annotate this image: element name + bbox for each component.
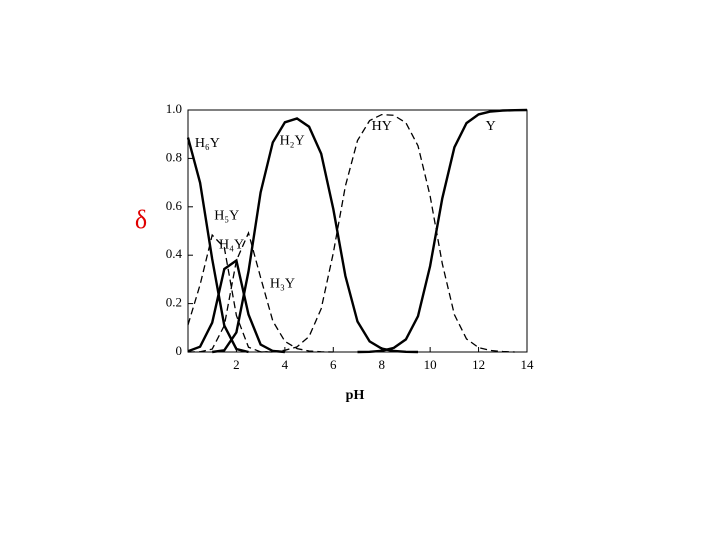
species-label: H₆Y — [195, 136, 220, 151]
x-tick-label: 6 — [330, 357, 337, 372]
species-label: H₅Y — [214, 209, 239, 224]
y-tick-label: 0 — [176, 343, 183, 358]
species-label: H₃Y — [270, 276, 295, 291]
y-axis-label: δ — [135, 205, 147, 234]
x-tick-label: 4 — [282, 357, 289, 372]
species-label: H₄Y — [219, 238, 244, 253]
series-line — [187, 230, 334, 353]
y-tick-label: 0.4 — [166, 246, 183, 261]
y-tick-label: 0.2 — [166, 295, 182, 310]
series-line — [187, 258, 285, 354]
x-tick-label: 14 — [521, 357, 535, 372]
series-line — [187, 233, 273, 353]
x-tick-label: 10 — [424, 357, 437, 372]
x-tick-label: 12 — [472, 357, 485, 372]
series-line — [212, 117, 419, 354]
species-label: Y — [486, 119, 496, 134]
species-label: HY — [372, 119, 392, 134]
y-tick-label: 0.6 — [166, 198, 183, 213]
series-line — [260, 113, 515, 353]
x-axis-label: pH — [346, 388, 365, 403]
y-tick-label: 1.0 — [166, 101, 182, 116]
species-label: H₂Y — [280, 134, 305, 149]
series-line — [357, 108, 528, 354]
x-tick-label: 8 — [378, 357, 385, 372]
x-tick-label: 2 — [233, 357, 240, 372]
y-tick-label: 0.8 — [166, 149, 182, 164]
